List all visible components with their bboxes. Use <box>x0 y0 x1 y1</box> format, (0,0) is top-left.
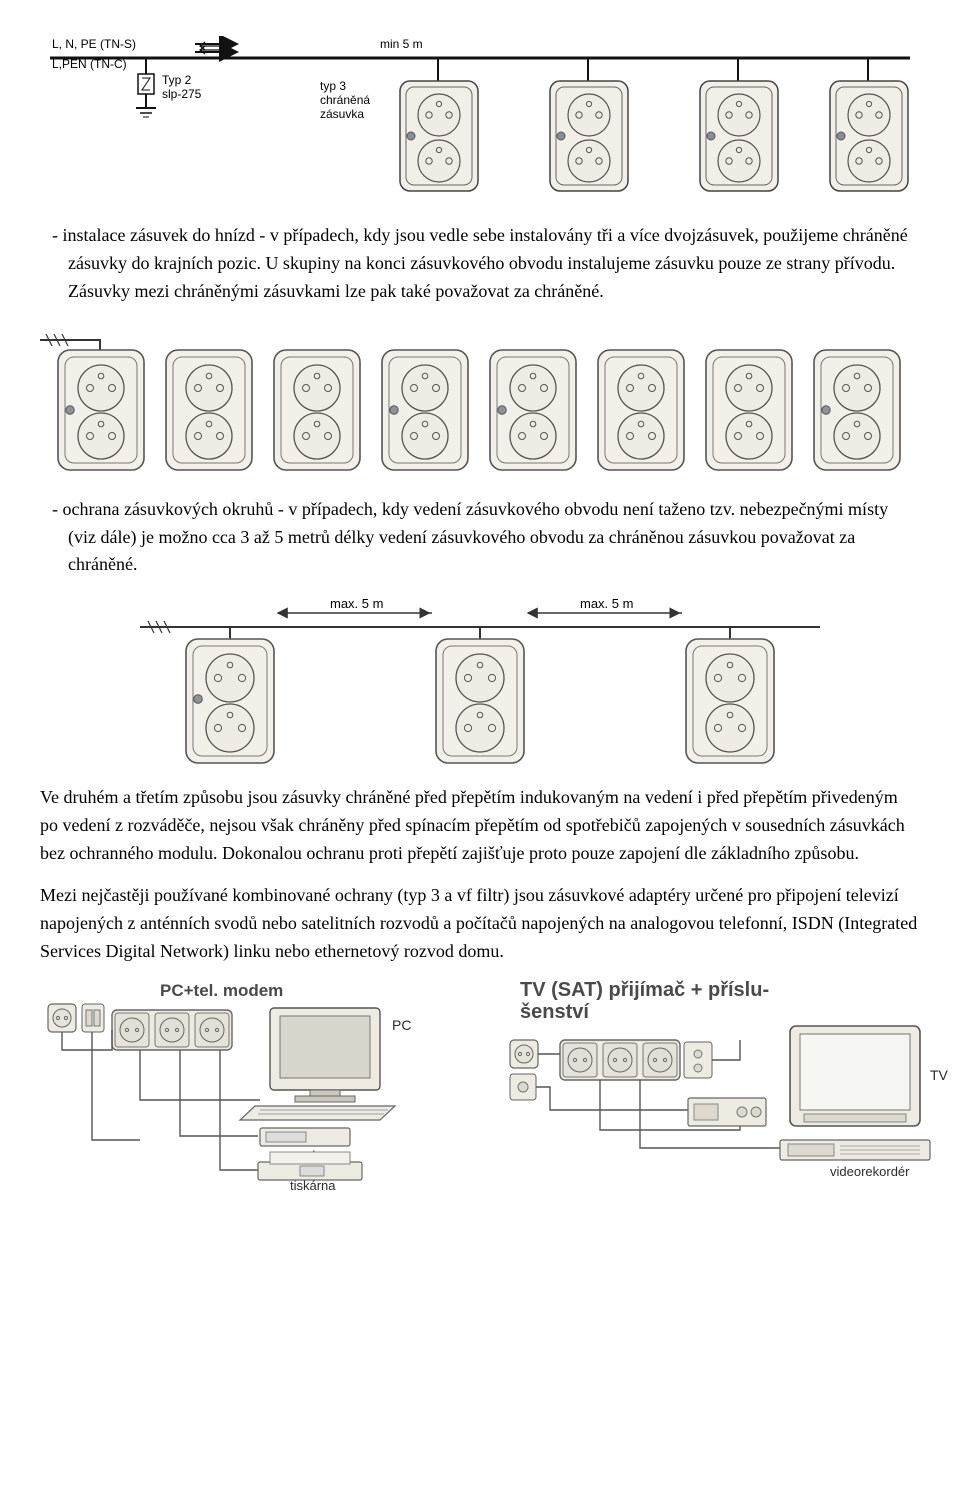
figure-1: L, N, PE (TN-S) L,PEN (TN-C) Typ 2 slp-2… <box>40 36 920 206</box>
paragraph-3a: Ve druhém a třetím způsobu jsou zásuvky … <box>40 784 920 868</box>
figure-3: max. 5 m max. 5 m <box>40 593 920 768</box>
label-tns: L, N, PE (TN-S) <box>52 37 136 51</box>
label-typ3c: zásuvka <box>320 107 364 121</box>
paragraph-1: - instalace zásuvek do hnízd - v případe… <box>40 222 920 306</box>
label-min5m: min 5 m <box>380 37 423 51</box>
paragraph-2: - ochrana zásuvkových okruhů - v případe… <box>40 496 920 580</box>
label-tv-title-a: TV (SAT) přijímač + příslu- <box>520 980 769 1001</box>
label-typ3a: typ 3 <box>320 79 346 93</box>
paragraph-3b: Mezi nejčastěji používané kombinované oc… <box>40 882 920 966</box>
label-max5m-2: max. 5 m <box>580 596 633 611</box>
label-tv-title-b: šenství <box>520 1001 590 1023</box>
label-tnc: L,PEN (TN-C) <box>52 57 127 71</box>
label-slp: slp-275 <box>162 87 202 101</box>
label-typ2: Typ 2 <box>162 73 192 87</box>
figure-2 <box>40 320 920 480</box>
label-tv: TV <box>930 1067 949 1083</box>
label-pc: PC <box>392 1017 411 1033</box>
label-pc-title: PC+tel. modem <box>160 981 283 1000</box>
label-videorekorder: videorekordér <box>830 1164 910 1179</box>
label-typ3b: chráněná <box>320 93 370 107</box>
figure-4: PC+tel. modem PC modem tiskárna TV (SAT)… <box>40 980 920 1190</box>
label-tiskarna: tiskárna <box>290 1178 336 1190</box>
label-max5m-1: max. 5 m <box>330 596 383 611</box>
